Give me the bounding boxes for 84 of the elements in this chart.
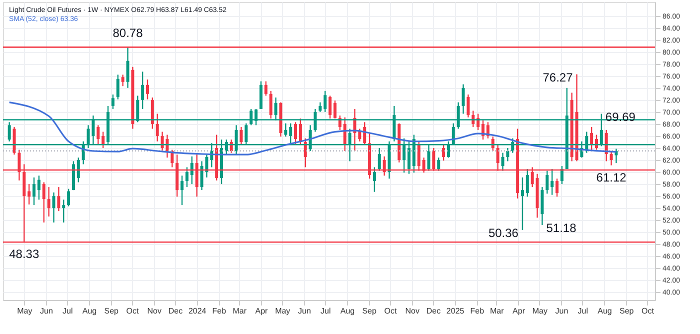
candlestick: [590, 126, 594, 150]
candlestick: [76, 157, 80, 183]
candlestick: [47, 186, 50, 218]
x-tick-label: Jul: [578, 306, 588, 316]
x-tick-label: Aug: [598, 306, 612, 316]
candlestick: [328, 95, 332, 120]
x-tick-label: Sep: [104, 306, 120, 316]
candlestick: [240, 126, 243, 146]
x-tick-label: Feb: [470, 306, 485, 316]
x-tick-label: Nov: [405, 306, 420, 316]
annotation: 51.18: [546, 221, 577, 236]
candlestick: [318, 102, 322, 113]
candlestick: [358, 128, 362, 142]
x-tick-label: Mar: [490, 306, 504, 316]
candlestick: [333, 100, 336, 120]
candlestick: [437, 157, 440, 172]
candlestick: [560, 165, 564, 185]
candlestick: [546, 170, 549, 194]
x-tick-label: 2024: [188, 306, 207, 316]
x-tick-label: May: [275, 306, 290, 316]
x-tick-label: Apr: [512, 306, 526, 316]
candlestick: [180, 175, 184, 206]
candlestick: [372, 166, 376, 192]
candlestick: [506, 147, 510, 162]
x-tick-label: Apr: [255, 306, 268, 316]
x-tick-label: May: [532, 306, 548, 316]
x-tick-label: Nov: [147, 306, 162, 316]
candlestick: [52, 192, 56, 224]
x-tick-label: Jun: [298, 306, 311, 316]
candlestick: [111, 94, 114, 110]
x-tick-label: Jul: [62, 306, 73, 316]
candlestick: [67, 188, 70, 207]
candlestick: [42, 182, 46, 224]
x-tick-label: Jun: [555, 306, 568, 316]
candlestick: [466, 94, 470, 118]
x-tick-label: 2025: [446, 306, 465, 316]
candlestick: [610, 150, 613, 166]
x-tick-label: May: [17, 306, 32, 316]
annotation: 48.33: [9, 247, 40, 262]
x-tick-label: Feb: [212, 306, 227, 316]
x-tick-label: Aug: [340, 306, 355, 316]
x-tick-label: Dec: [426, 306, 441, 316]
candlestick: [126, 46, 130, 89]
candlestick: [185, 166, 188, 188]
x-tick-label: Oct: [642, 306, 655, 316]
x-tick-label: Aug: [82, 306, 97, 316]
x-tick-label: Jul: [320, 306, 331, 316]
candlestick: [57, 186, 60, 212]
candlestick: [190, 156, 194, 185]
candlestick: [62, 199, 66, 224]
candlestick: [37, 175, 40, 200]
x-tick-label: Mar: [232, 306, 247, 316]
candlestick: [442, 144, 446, 162]
candlestick: [550, 168, 554, 196]
x-tick-label: Sep: [362, 306, 377, 316]
candlestick: [264, 80, 268, 96]
x-tick-label: Oct: [126, 306, 140, 316]
candlestick: [284, 122, 288, 138]
candlestick: [32, 176, 36, 206]
candlestick: [121, 74, 124, 87]
annotation: 61.12: [596, 170, 627, 184]
candlestick: [294, 122, 298, 146]
candlestick: [298, 118, 302, 146]
x-tick-label: Oct: [384, 306, 398, 316]
candlestick: [156, 113, 159, 142]
annotation: 50.36: [488, 226, 519, 240]
candlestick: [501, 152, 504, 172]
candlestick: [462, 84, 465, 114]
candlestick: [28, 183, 31, 206]
candlestick: [96, 124, 100, 146]
candlestick: [146, 78, 149, 100]
x-tick-label: Sep: [619, 306, 634, 316]
x-tick-label: Dec: [168, 306, 183, 316]
candlestick: [116, 74, 120, 100]
candlestick: [141, 71, 144, 110]
candlestick: [269, 90, 272, 120]
candlestick: [378, 147, 381, 172]
candlestick: [324, 90, 327, 113]
candlestick: [520, 176, 524, 231]
candlestick: [526, 168, 529, 198]
annotation: 80.78: [112, 26, 144, 40]
x-tick-label: Jun: [40, 306, 53, 316]
candlestick: [556, 178, 559, 198]
annotation: 76.27: [542, 70, 574, 84]
